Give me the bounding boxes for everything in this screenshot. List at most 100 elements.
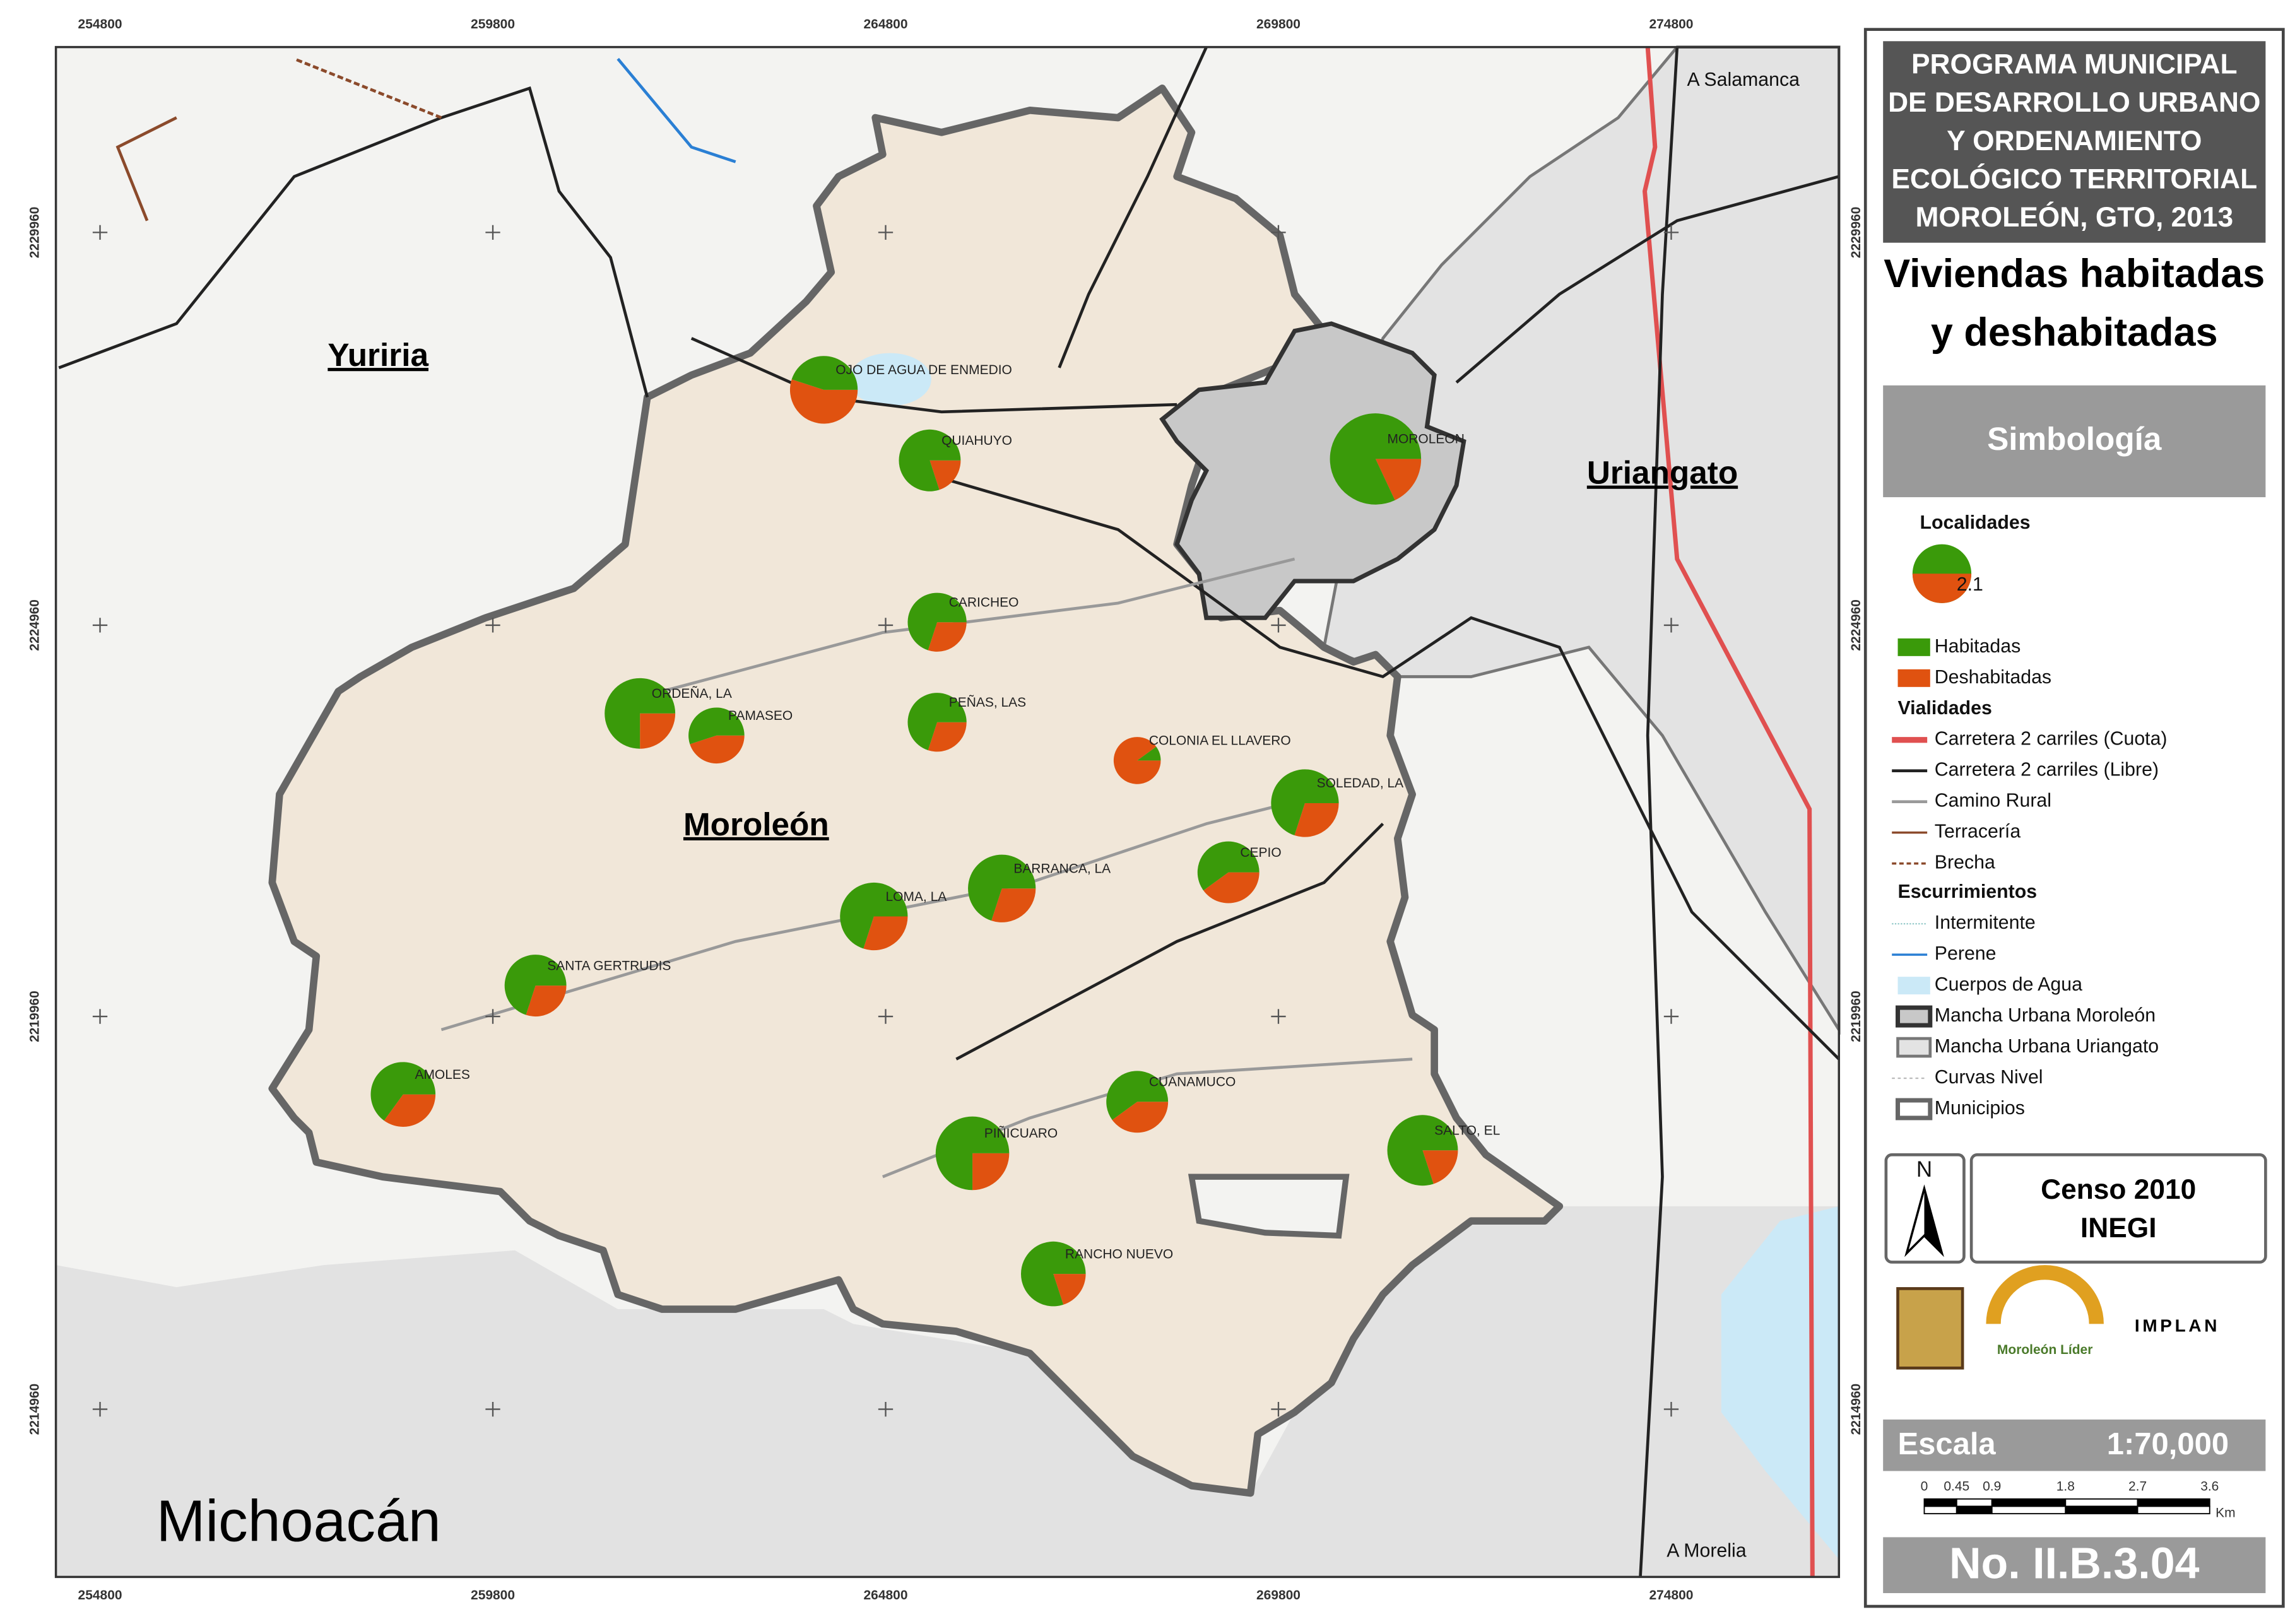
locality-label: SOLEDAD, LA — [1317, 776, 1404, 791]
place-label: Yuriria — [327, 337, 428, 373]
scale-label: 0 — [1921, 1480, 1928, 1494]
pie-deshabitadas — [384, 1094, 436, 1127]
pie-deshabitadas — [1375, 459, 1422, 500]
x-coord-label: 274800 — [1649, 1588, 1693, 1603]
censo-text: Censo 2010 — [2041, 1174, 2196, 1205]
pie-deshabitadas — [789, 379, 858, 424]
program-line: DE DESARROLLO URBANO — [1888, 87, 2260, 118]
grid-cross — [485, 1009, 500, 1024]
program-box — [1883, 41, 2266, 243]
north-arrow — [1924, 1188, 1942, 1254]
moroleon-municipality — [268, 85, 1564, 1497]
legend-label: Camino Rural — [1935, 791, 2051, 811]
legend-label: Deshabitadas — [1935, 667, 2051, 688]
pie-habitadas — [840, 882, 908, 949]
pie-deshabitadas — [863, 916, 908, 951]
locality-label: MOROLEON — [1388, 432, 1465, 447]
program-line: MOROLEÓN, GTO, 2013 — [1915, 201, 2233, 233]
censo-text: INEGI — [2080, 1213, 2157, 1244]
legend-heading: Localidades — [1920, 512, 2030, 533]
x-coord-label: 259800 — [471, 17, 515, 32]
road-libre — [1455, 175, 1839, 384]
simbologia-box — [1883, 385, 2266, 498]
pie-habitadas — [1020, 1241, 1086, 1307]
legend-label: Habitadas — [1935, 636, 2021, 657]
locality-label: AMOLES — [415, 1068, 469, 1082]
scale-label: 2.7 — [2128, 1480, 2147, 1494]
y-coord-label: 2219960 — [1849, 991, 1863, 1042]
scale-segment — [1991, 1505, 2067, 1515]
pie-deshabitadas — [928, 722, 967, 752]
pie-deshabitadas — [972, 1153, 1010, 1191]
pie-habitadas — [1197, 841, 1260, 891]
lagoon — [849, 353, 931, 406]
locality-label: QUIAHUYO — [941, 433, 1012, 448]
grid-cross — [1663, 1401, 1679, 1417]
legend-label: Curvas Nivel — [1935, 1067, 2043, 1088]
enclave — [1188, 1174, 1350, 1239]
scale-segment — [1923, 1505, 1957, 1515]
pie-deshabitadas — [928, 622, 967, 652]
legend-swatch — [1897, 638, 1930, 656]
pie-habitadas — [605, 678, 676, 749]
x-coord-label: 264800 — [864, 1588, 908, 1603]
grid-cross — [1663, 1009, 1679, 1024]
legend-label: Brecha — [1935, 852, 1995, 873]
logo-text: Moroleón Líder — [1997, 1343, 2092, 1357]
scale-label: 0.9 — [1983, 1480, 2001, 1494]
locality-label: PAMASEO — [728, 709, 793, 723]
pie-habitadas — [907, 693, 967, 751]
locality-label: LOMA, LA — [886, 890, 947, 904]
pie-deshabitadas — [1203, 872, 1260, 903]
road-rural — [661, 557, 1295, 693]
grid-cross — [1271, 618, 1286, 633]
grid-cross — [92, 618, 108, 633]
legend-label: Mancha Urbana Moroleón — [1935, 1005, 2156, 1026]
program-line: PROGRAMA MUNICIPAL — [1911, 49, 2238, 80]
locality-label: BARRANCA, LA — [1013, 861, 1111, 876]
road-terraceria — [115, 116, 177, 221]
scale-segment — [1923, 1498, 1957, 1507]
scale-label: 1.8 — [2056, 1480, 2075, 1494]
grid-cross — [878, 1401, 894, 1417]
grid-cross — [92, 1009, 108, 1024]
grid-cross — [485, 618, 500, 633]
escala-ratio: 1:70,000 — [2107, 1427, 2229, 1461]
pie-deshabitadas — [1422, 1150, 1458, 1184]
north-label: N — [1916, 1157, 1932, 1182]
legend-swatch — [1896, 1037, 1932, 1058]
locality-label: OJO DE AGUA DE ENMEDIO — [835, 363, 1012, 377]
legend-swatch — [1896, 1005, 1933, 1028]
scale-label: 3.6 — [2200, 1480, 2219, 1494]
legend-label: Municipios — [1935, 1098, 2025, 1119]
legend-swatch — [1897, 977, 1930, 995]
locality-label: SANTA GERTRUDIS — [547, 958, 671, 973]
y-coord-label: 2224960 — [1849, 599, 1863, 651]
legend-label: Mancha Urbana Uriangato — [1935, 1036, 2159, 1057]
locality-label: CARICHEO — [949, 595, 1019, 609]
x-coord-label: 264800 — [864, 17, 908, 32]
legend-sample-value: 2.1 — [1957, 574, 1983, 595]
scale-segment — [1956, 1505, 1993, 1515]
pie-deshabitadas — [929, 460, 961, 490]
x-coord-label: 254800 — [78, 17, 122, 32]
sheet-number: No. II.B.3.04 — [1949, 1539, 2200, 1588]
program-line: ECOLÓGICO TERRITORIAL — [1891, 163, 2257, 194]
scale-unit: Km — [2215, 1506, 2235, 1521]
locality-label: CUANAMUCO — [1149, 1075, 1236, 1090]
pie-habitadas — [1106, 1071, 1169, 1121]
pie-habitadas — [504, 955, 567, 1015]
road-libre — [941, 476, 1840, 1061]
sheet-title: y deshabitadas — [1931, 310, 2218, 355]
place-label: Moroleón — [683, 806, 829, 842]
y-coord-label: 2224960 — [28, 599, 42, 651]
grid-cross — [1271, 1401, 1286, 1417]
x-coord-label: 254800 — [78, 1588, 122, 1603]
road-destination: A Morelia — [1667, 1541, 1746, 1562]
grid-cross — [878, 618, 894, 633]
number-box — [1883, 1537, 2266, 1594]
grid-cross — [1271, 1009, 1286, 1024]
road-destination: A Salamanca — [1687, 69, 1800, 90]
locality-label: CEPIO — [1240, 845, 1281, 860]
